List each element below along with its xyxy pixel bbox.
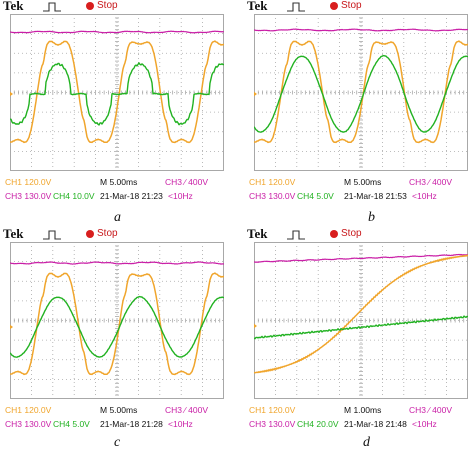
run-state-label: Stop — [97, 0, 118, 11]
ch3-scale: CH3 130.0V — [5, 419, 52, 429]
ch1-scale: CH1 120.0V — [249, 177, 296, 187]
scope-header: Tek Stop — [246, 0, 472, 14]
tek-logo: Tek — [247, 226, 268, 241]
run-state-label: Stop — [341, 0, 362, 11]
stop-indicator-icon — [86, 2, 94, 10]
trigger-edge-icon — [287, 230, 305, 240]
caption-c: c — [114, 435, 121, 450]
ch3-scale: CH3 130.0V — [249, 191, 296, 201]
ground-marker-arrow — [10, 324, 13, 330]
ground-marker-arrow — [254, 323, 257, 329]
waveform-display: 8 — [254, 242, 468, 399]
ch1-trace — [254, 40, 468, 144]
trigger-edge-icon — [43, 230, 61, 240]
waveform-display: 8 — [10, 14, 224, 171]
ch3-scale: CH3 130.0V — [5, 191, 52, 201]
center-ticks — [257, 245, 465, 396]
timebase: M 5.00ms — [344, 177, 382, 187]
scope-status-bar: CH1 120.0V M 5.00ms CH3 ∕ 400V CH3 130.0… — [246, 174, 472, 210]
ch4-trace — [10, 295, 224, 358]
tek-logo: Tek — [3, 226, 24, 241]
date-time: 21-Mar-18 21:48 — [344, 419, 407, 429]
trigger-setting: CH3 ∕ 400V — [409, 405, 452, 415]
ch4-scale: CH4 20.0V — [297, 419, 339, 429]
ch4-trace — [10, 62, 224, 126]
waveform-display: 8 — [10, 242, 224, 399]
center-ticks — [257, 17, 465, 168]
timebase: M 5.00ms — [100, 177, 138, 187]
scope-panel-d: Tek Stop 8 CH1 120.0V M 1.00ms CH3 ∕ 400… — [246, 226, 472, 438]
ch3-trace — [254, 28, 468, 32]
stop-indicator-icon — [330, 2, 338, 10]
ch1-scale: CH1 120.0V — [5, 405, 52, 415]
scope-panel-c: Tek Stop 8 CH1 120.0V M 5.00ms CH3 ∕ 400… — [2, 226, 228, 438]
date-time: 21-Mar-18 21:53 — [344, 191, 407, 201]
ch1-trace — [10, 40, 224, 144]
scope-status-bar: CH1 120.0V M 5.00ms CH3 ∕ 400V CH3 130.0… — [2, 402, 228, 438]
ch3-scale: CH3 130.0V — [249, 419, 296, 429]
scope-header: Tek Stop — [246, 226, 472, 242]
stop-indicator-icon — [86, 230, 94, 238]
trigger-edge-icon — [43, 2, 61, 12]
scope-header: Tek Stop — [2, 226, 228, 242]
scope-status-bar: CH1 120.0V M 5.00ms CH3 ∕ 400V CH3 130.0… — [2, 174, 228, 210]
caption-a: a — [114, 210, 121, 225]
trigger-edge-icon — [287, 2, 305, 12]
trigger-frequency: <10Hz — [412, 191, 437, 201]
ch4-trace — [254, 315, 468, 340]
date-time: 21-Mar-18 21:28 — [100, 419, 163, 429]
caption-d: d — [363, 435, 370, 450]
trigger-frequency: <10Hz — [168, 191, 193, 201]
timebase: M 5.00ms — [100, 405, 138, 415]
ground-marker-arrow — [254, 91, 257, 97]
scope-status-bar: CH1 120.0V M 1.00ms CH3 ∕ 400V CH3 130.0… — [246, 402, 472, 438]
ch4-scale: CH4 5.0V — [297, 191, 334, 201]
trigger-frequency: <10Hz — [412, 419, 437, 429]
run-state-label: Stop — [341, 228, 362, 239]
caption-b: b — [368, 210, 375, 225]
ch3-trace — [10, 261, 224, 265]
ch1-trace — [10, 272, 224, 376]
date-time: 21-Mar-18 21:23 — [100, 191, 163, 201]
tek-logo: Tek — [247, 0, 268, 13]
ground-marker-arrow — [10, 91, 13, 97]
ch3-trace — [254, 253, 468, 263]
ch4-scale: CH4 5.0V — [53, 419, 90, 429]
trigger-setting: CH3 ∕ 400V — [165, 177, 208, 187]
trigger-setting: CH3 ∕ 400V — [165, 405, 208, 415]
ch1-scale: CH1 120.0V — [5, 177, 52, 187]
ch4-scale: CH4 10.0V — [53, 191, 95, 201]
ch4-trace — [254, 54, 468, 133]
trigger-frequency: <10Hz — [168, 419, 193, 429]
center-ticks — [13, 245, 221, 396]
ch3-trace — [10, 30, 224, 34]
ch1-trace — [254, 254, 468, 374]
scope-panel-b: Tek Stop 8 CH1 120.0V M 5.00ms CH3 ∕ 400… — [246, 0, 472, 210]
run-state-label: Stop — [97, 228, 118, 239]
scope-panel-a: Tek Stop 8 CH1 120.0V M 5.00ms CH3 ∕ 400… — [2, 0, 228, 210]
stop-indicator-icon — [330, 230, 338, 238]
trigger-setting: CH3 ∕ 400V — [409, 177, 452, 187]
waveform-display: 8 — [254, 14, 468, 171]
timebase: M 1.00ms — [344, 405, 382, 415]
tek-logo: Tek — [3, 0, 24, 13]
scope-header: Tek Stop — [2, 0, 228, 14]
ch1-scale: CH1 120.0V — [249, 405, 296, 415]
